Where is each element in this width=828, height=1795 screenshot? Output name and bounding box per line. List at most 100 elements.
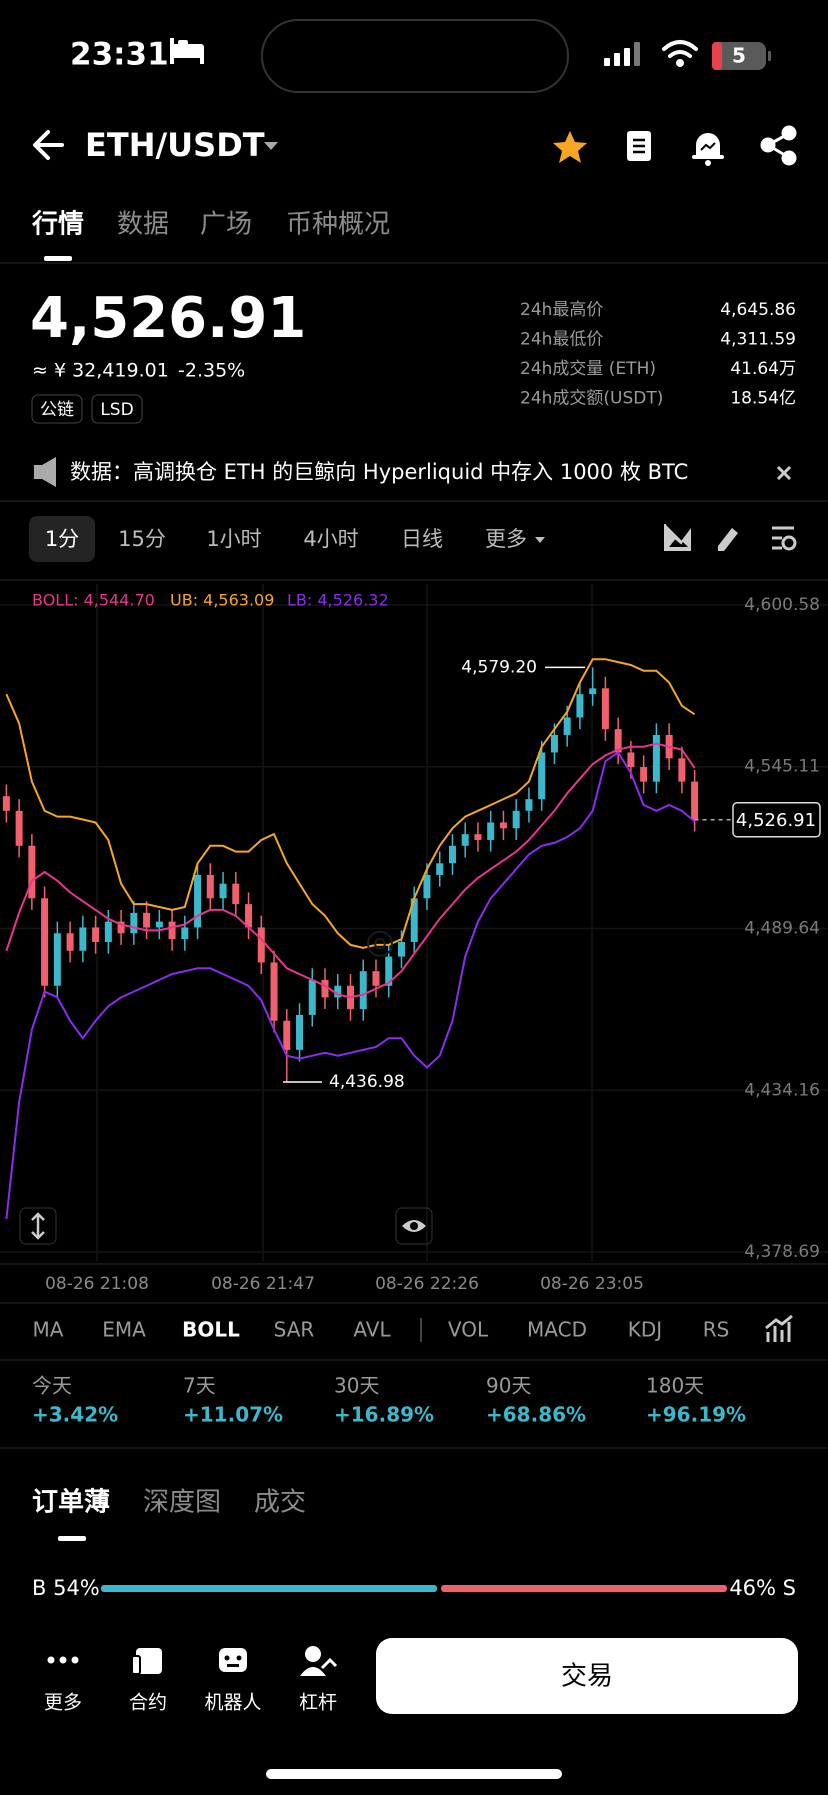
candle-body bbox=[410, 898, 418, 943]
indicator-tab[interactable]: MACD bbox=[527, 1318, 587, 1342]
draw-icon[interactable] bbox=[718, 528, 738, 551]
indicator-tab[interactable]: RS bbox=[703, 1318, 730, 1342]
tab[interactable]: 广场 bbox=[200, 210, 252, 240]
candle-body bbox=[15, 810, 23, 846]
last-price: 4,526.91 bbox=[30, 286, 306, 351]
candle-body bbox=[601, 688, 609, 730]
candle-body bbox=[79, 927, 87, 951]
y-tick-label: 4,378.69 bbox=[744, 1242, 820, 1262]
candle-body bbox=[423, 874, 431, 899]
notice[interactable]: 数据：高调换仓 ETH 的巨鲸向 Hyperliquid 中存入 1000 枚 … bbox=[70, 460, 688, 484]
candle-body bbox=[576, 694, 584, 718]
candle-body bbox=[499, 822, 507, 829]
candle-body bbox=[206, 874, 214, 899]
pair-dropdown[interactable] bbox=[264, 142, 278, 150]
nav-label[interactable]: 更多 bbox=[44, 1692, 82, 1714]
scale-icon bbox=[31, 1212, 45, 1240]
tab[interactable]: 行情 bbox=[31, 209, 84, 240]
indicator-settings[interactable] bbox=[765, 1314, 793, 1342]
book-tab[interactable]: 成交 bbox=[254, 1488, 306, 1518]
candle-body bbox=[155, 921, 163, 928]
x-tick-label: 08-26 22:26 bbox=[375, 1274, 479, 1294]
indicator-tab[interactable]: BOLL bbox=[182, 1318, 240, 1342]
y-tick-label: 4,545.11 bbox=[744, 757, 820, 777]
candle-body bbox=[461, 834, 469, 846]
signal-icon bbox=[604, 42, 640, 66]
candle-body bbox=[232, 883, 240, 905]
interval[interactable]: 4小时 bbox=[303, 527, 358, 551]
eye-button[interactable] bbox=[395, 1207, 433, 1245]
candle-body bbox=[614, 729, 622, 753]
candle-body bbox=[525, 799, 533, 811]
back-button[interactable] bbox=[33, 130, 64, 160]
eye-pupil bbox=[410, 1222, 418, 1230]
candle-body bbox=[436, 863, 444, 875]
trade-button[interactable] bbox=[376, 1638, 798, 1714]
home-indicator bbox=[266, 1769, 562, 1779]
book-tab[interactable]: 深度图 bbox=[143, 1488, 221, 1518]
indicator-tab[interactable]: VOL bbox=[448, 1318, 489, 1342]
boll-line bbox=[5, 742, 696, 999]
candle-body bbox=[640, 767, 648, 782]
stat-label: 24h成交量 (ETH) bbox=[520, 359, 656, 379]
indicator-tab[interactable]: MA bbox=[33, 1318, 64, 1342]
scale-button[interactable] bbox=[19, 1207, 57, 1245]
pair-title[interactable]: ETH/USDT bbox=[85, 126, 265, 164]
candle-body bbox=[219, 883, 227, 899]
candle-body bbox=[245, 904, 253, 928]
stat-value: 4,311.59 bbox=[720, 330, 796, 350]
candle-body bbox=[2, 796, 10, 811]
tag-text: 公链 bbox=[40, 400, 74, 420]
legend-entry: BOLL: 4,544.70 bbox=[32, 591, 155, 610]
interval[interactable]: 15分 bbox=[118, 527, 166, 551]
stat-value: 4,645.86 bbox=[720, 300, 796, 320]
candle-body bbox=[168, 921, 176, 940]
dynamic-island bbox=[261, 19, 569, 93]
nav-label[interactable]: 合约 bbox=[129, 1692, 167, 1714]
price-change: -2.35% bbox=[178, 360, 245, 382]
settings-icon[interactable] bbox=[772, 526, 797, 551]
candle-body bbox=[53, 933, 61, 986]
interval[interactable]: 1分 bbox=[45, 527, 79, 551]
interval-selected bbox=[29, 516, 95, 562]
notes-icon[interactable] bbox=[627, 131, 651, 161]
indicator-tab[interactable]: SAR bbox=[274, 1318, 315, 1342]
alert-icon[interactable] bbox=[692, 133, 724, 166]
indicator-tab[interactable]: EMA bbox=[102, 1318, 146, 1342]
return-period: 30天 bbox=[334, 1374, 379, 1398]
chart-type-icon[interactable] bbox=[664, 524, 691, 551]
nav-label[interactable]: 杠杆 bbox=[299, 1692, 337, 1714]
interval[interactable]: 更多 bbox=[485, 527, 527, 551]
book-tab[interactable]: 订单薄 bbox=[32, 1488, 110, 1518]
nav-label[interactable]: 机器人 bbox=[204, 1692, 261, 1714]
last-price-box bbox=[732, 802, 821, 838]
candle-body bbox=[372, 971, 380, 986]
indicator-tab[interactable]: AVL bbox=[353, 1318, 391, 1342]
favorite-star[interactable] bbox=[553, 131, 587, 163]
tab[interactable]: 数据 bbox=[117, 210, 169, 240]
watermark: ◎ bbox=[365, 922, 395, 962]
trade-label: 交易 bbox=[561, 1662, 613, 1692]
tab[interactable]: 币种概况 bbox=[286, 210, 390, 240]
battery-level bbox=[712, 42, 722, 70]
candle-body bbox=[194, 874, 202, 928]
share-icon[interactable] bbox=[760, 125, 797, 166]
candle-body bbox=[283, 1020, 291, 1050]
legend-entry: UB: 4,563.09 bbox=[170, 591, 274, 610]
candle-body bbox=[563, 717, 571, 735]
clock: 23:31 bbox=[70, 37, 169, 73]
indicator-tab[interactable]: KDJ bbox=[628, 1318, 662, 1342]
candle-body bbox=[359, 971, 367, 1010]
return-period: 90天 bbox=[486, 1374, 531, 1398]
kline-chart: 4,378.69 4,434.16 4,489.64 4,545.11 4,600.58… bbox=[0, 584, 828, 1294]
x-tick-label: 08-26 23:05 bbox=[540, 1274, 644, 1294]
return-period: 7天 bbox=[183, 1374, 216, 1398]
buy-bar bbox=[101, 1585, 438, 1592]
candle-body bbox=[321, 979, 329, 998]
close-notice[interactable] bbox=[776, 465, 792, 481]
tag-text: LSD bbox=[100, 400, 133, 420]
interval[interactable]: 日线 bbox=[401, 527, 443, 551]
interval[interactable]: 1小时 bbox=[206, 527, 261, 551]
candle-body bbox=[92, 927, 100, 943]
